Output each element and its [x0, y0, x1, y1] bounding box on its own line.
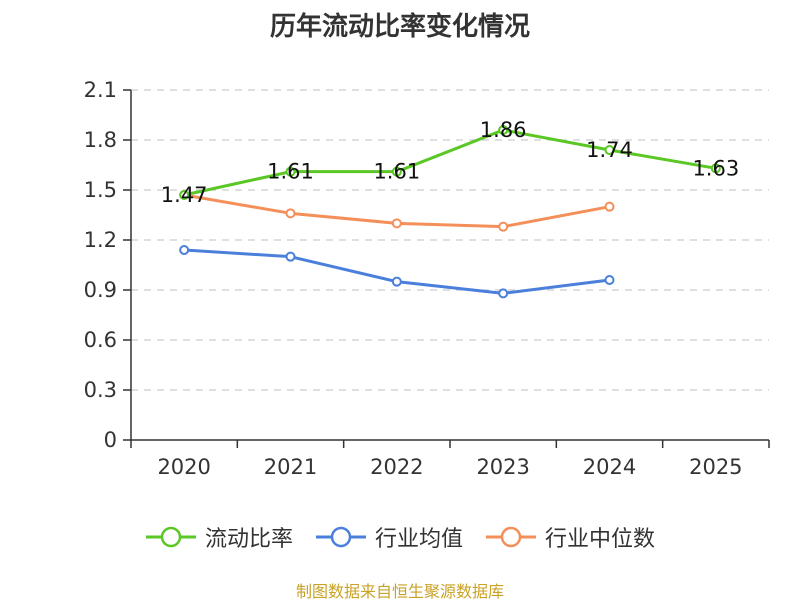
data-label: 1.63 — [692, 156, 739, 180]
data-label: 1.47 — [161, 183, 208, 207]
y-tick-label: 0.6 — [84, 328, 117, 352]
data-point — [498, 288, 509, 299]
data-point — [604, 145, 615, 155]
legend-swatch-marker — [160, 526, 182, 548]
series-line — [184, 248, 610, 295]
series-2 — [179, 245, 615, 299]
series-1 — [179, 125, 721, 200]
data-point — [285, 166, 296, 177]
data-label: 1.61 — [267, 160, 314, 184]
data-point — [604, 201, 615, 212]
data-label: 1.74 — [586, 138, 633, 162]
y-tick-label: 1.8 — [84, 128, 117, 152]
x-tick-label: 2020 — [157, 455, 210, 479]
data-point — [498, 221, 509, 232]
data-point — [391, 166, 402, 177]
x-tick-label: 2021 — [264, 455, 317, 479]
legend-swatch-marker — [500, 526, 522, 548]
data-point — [498, 125, 509, 135]
x-tick-label: 2023 — [476, 455, 529, 479]
y-tick-label: 0 — [104, 428, 117, 452]
legend-swatch-marker — [330, 526, 352, 548]
y-tick-label: 0.3 — [84, 378, 117, 402]
legend-line-circle-icon — [486, 526, 536, 548]
data-source-note: 制图数据来自恒生聚源数据库 — [295, 582, 504, 601]
data-point — [391, 276, 402, 287]
legend-label: 行业中位数 — [545, 527, 656, 552]
legend-item[interactable]: 行业均值 — [315, 521, 463, 553]
y-tick-label: 1.5 — [84, 178, 117, 202]
legend-label: 流动比率 — [204, 527, 293, 552]
data-label: 1.86 — [480, 118, 527, 142]
x-tick-label: 2022 — [370, 455, 423, 479]
legend-line-circle-icon — [315, 526, 366, 548]
chart-title: 历年流动比率变化情况 — [269, 12, 530, 42]
data-point — [285, 251, 296, 262]
data-point — [710, 163, 721, 174]
x-tick-label: 2024 — [583, 455, 636, 479]
legend-label: 行业均值 — [374, 527, 463, 552]
data-point — [179, 190, 190, 200]
series-3 — [179, 190, 615, 232]
legend-item[interactable]: 流动比率 — [145, 521, 293, 553]
y-tick-label: 0.9 — [84, 278, 117, 302]
y-tick-label: 2.1 — [84, 78, 117, 102]
data-label: 1.61 — [373, 160, 420, 184]
data-point — [391, 218, 402, 229]
legend-item[interactable]: 行业中位数 — [485, 521, 655, 553]
x-tick-label: 2025 — [689, 455, 742, 479]
data-point — [179, 245, 190, 255]
legend-line-circle-icon — [145, 526, 196, 548]
y-tick-label: 1.2 — [84, 228, 117, 252]
data-point — [604, 275, 615, 285]
series-line — [183, 128, 717, 197]
data-point — [285, 208, 296, 219]
chart-legend: 流动比率 行业均值 行业中位数 — [0, 520, 800, 554]
